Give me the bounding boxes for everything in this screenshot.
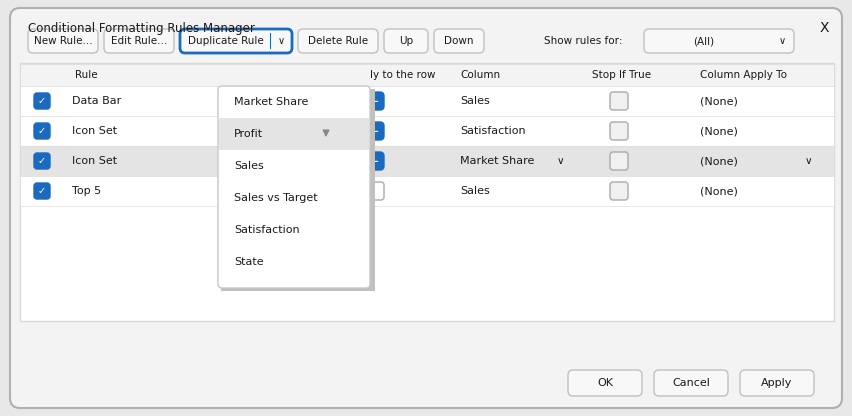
FancyBboxPatch shape	[568, 370, 642, 396]
FancyBboxPatch shape	[34, 153, 50, 169]
Text: Up: Up	[399, 36, 413, 46]
FancyBboxPatch shape	[362, 152, 384, 170]
Text: Sales: Sales	[460, 186, 490, 196]
FancyBboxPatch shape	[362, 182, 384, 200]
Bar	[221, 89, 375, 291]
Text: −: −	[366, 154, 379, 168]
Text: ✓: ✓	[38, 126, 46, 136]
FancyBboxPatch shape	[610, 152, 628, 170]
Text: Sales vs Target: Sales vs Target	[234, 193, 318, 203]
FancyBboxPatch shape	[34, 183, 50, 199]
Text: Icon Set: Icon Set	[72, 156, 117, 166]
Text: ly to the row: ly to the row	[370, 70, 435, 80]
Text: X: X	[820, 21, 829, 35]
FancyBboxPatch shape	[10, 8, 842, 408]
Text: Rule: Rule	[75, 70, 98, 80]
Text: −: −	[366, 94, 379, 109]
Bar	[20, 116, 834, 146]
Bar	[20, 146, 834, 176]
Text: −: −	[366, 124, 379, 139]
Bar	[20, 86, 834, 116]
Text: ∨: ∨	[779, 36, 786, 46]
FancyBboxPatch shape	[34, 123, 50, 139]
FancyBboxPatch shape	[610, 122, 628, 140]
Text: Delete Rule: Delete Rule	[308, 36, 368, 46]
Text: ∨: ∨	[556, 156, 564, 166]
Text: (None): (None)	[700, 156, 738, 166]
Text: Satisfaction: Satisfaction	[460, 126, 526, 136]
FancyBboxPatch shape	[434, 29, 484, 53]
Text: Profit: Profit	[234, 129, 263, 139]
Text: (None): (None)	[700, 186, 738, 196]
FancyBboxPatch shape	[362, 92, 384, 110]
Text: ✓: ✓	[38, 96, 46, 106]
Text: (None): (None)	[700, 96, 738, 106]
FancyBboxPatch shape	[298, 29, 378, 53]
Text: Market Share: Market Share	[460, 156, 534, 166]
Text: Satisfaction: Satisfaction	[234, 225, 300, 235]
Text: Column Apply To: Column Apply To	[700, 70, 787, 80]
Text: Duplicate Rule: Duplicate Rule	[188, 36, 264, 46]
Text: Apply: Apply	[762, 378, 792, 388]
Text: Sales: Sales	[460, 96, 490, 106]
Text: State: State	[234, 257, 263, 267]
FancyBboxPatch shape	[644, 29, 794, 53]
FancyBboxPatch shape	[610, 92, 628, 110]
FancyBboxPatch shape	[104, 29, 174, 53]
Bar	[20, 64, 834, 86]
Bar	[219, 118, 369, 150]
Bar	[20, 176, 834, 206]
Text: Show rules for:: Show rules for:	[544, 36, 623, 46]
FancyBboxPatch shape	[218, 86, 370, 288]
Text: ∨: ∨	[278, 36, 285, 46]
Text: Icon Set: Icon Set	[72, 126, 117, 136]
Text: Stop If True: Stop If True	[592, 70, 651, 80]
FancyBboxPatch shape	[28, 29, 98, 53]
Text: Edit Rule...: Edit Rule...	[111, 36, 167, 46]
Text: New Rule...: New Rule...	[34, 36, 92, 46]
Text: Sales: Sales	[234, 161, 264, 171]
FancyBboxPatch shape	[654, 370, 728, 396]
FancyBboxPatch shape	[180, 29, 292, 53]
Text: ✓: ✓	[38, 156, 46, 166]
FancyBboxPatch shape	[34, 93, 50, 109]
Text: ✓: ✓	[38, 186, 46, 196]
Bar	[270, 33, 271, 49]
Text: ∨: ∨	[804, 156, 812, 166]
Text: Cancel: Cancel	[672, 378, 710, 388]
Text: (None): (None)	[700, 126, 738, 136]
FancyBboxPatch shape	[384, 29, 428, 53]
Text: Down: Down	[444, 36, 474, 46]
Text: Column: Column	[460, 70, 500, 80]
Text: Conditional Formatting Rules Manager: Conditional Formatting Rules Manager	[28, 22, 255, 35]
FancyBboxPatch shape	[362, 122, 384, 140]
Bar	[20, 63, 834, 321]
FancyBboxPatch shape	[740, 370, 814, 396]
Text: Market Share: Market Share	[234, 97, 308, 107]
Text: Data Bar: Data Bar	[72, 96, 121, 106]
Text: (All): (All)	[694, 36, 715, 46]
Text: OK: OK	[597, 378, 613, 388]
FancyBboxPatch shape	[610, 182, 628, 200]
Text: Top 5: Top 5	[72, 186, 101, 196]
